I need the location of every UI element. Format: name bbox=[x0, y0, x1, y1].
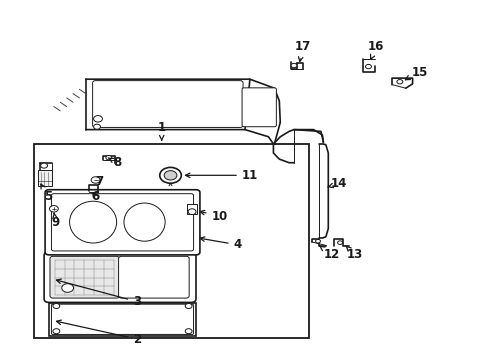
Circle shape bbox=[53, 329, 60, 334]
Text: 8: 8 bbox=[108, 156, 122, 169]
Circle shape bbox=[62, 284, 74, 292]
Text: 6: 6 bbox=[91, 190, 99, 203]
Circle shape bbox=[160, 167, 181, 183]
Circle shape bbox=[49, 206, 58, 212]
Circle shape bbox=[91, 177, 100, 183]
Text: 1: 1 bbox=[158, 121, 166, 140]
Text: 10: 10 bbox=[200, 210, 228, 222]
Text: 9: 9 bbox=[52, 213, 60, 229]
Ellipse shape bbox=[124, 203, 165, 241]
Circle shape bbox=[41, 163, 48, 168]
Text: 4: 4 bbox=[200, 237, 242, 251]
Circle shape bbox=[291, 63, 297, 68]
Circle shape bbox=[106, 156, 112, 160]
FancyBboxPatch shape bbox=[93, 81, 243, 127]
Circle shape bbox=[94, 124, 100, 129]
Bar bbox=[38, 170, 52, 186]
Text: 16: 16 bbox=[368, 40, 385, 59]
Bar bbox=[34, 144, 309, 338]
FancyBboxPatch shape bbox=[51, 304, 194, 334]
Circle shape bbox=[164, 171, 177, 180]
FancyBboxPatch shape bbox=[45, 190, 200, 255]
Text: 7: 7 bbox=[96, 175, 103, 188]
Bar bbox=[187, 204, 197, 214]
Text: 13: 13 bbox=[345, 246, 364, 261]
Circle shape bbox=[338, 241, 343, 244]
Circle shape bbox=[94, 116, 102, 122]
Text: 5: 5 bbox=[41, 184, 52, 203]
Text: 3: 3 bbox=[56, 279, 141, 308]
Circle shape bbox=[188, 209, 196, 215]
Bar bbox=[49, 303, 196, 336]
Text: 15: 15 bbox=[405, 66, 428, 80]
FancyBboxPatch shape bbox=[50, 256, 120, 298]
Text: 2: 2 bbox=[56, 320, 141, 346]
Text: 17: 17 bbox=[294, 40, 311, 62]
Text: 11: 11 bbox=[186, 169, 258, 182]
FancyBboxPatch shape bbox=[44, 252, 196, 302]
Text: 12: 12 bbox=[319, 246, 341, 261]
Circle shape bbox=[53, 303, 60, 309]
FancyBboxPatch shape bbox=[242, 88, 276, 127]
Circle shape bbox=[185, 329, 192, 334]
Circle shape bbox=[316, 239, 320, 243]
Circle shape bbox=[397, 80, 403, 84]
FancyBboxPatch shape bbox=[119, 256, 189, 298]
Circle shape bbox=[366, 64, 371, 69]
Circle shape bbox=[185, 303, 192, 309]
Ellipse shape bbox=[70, 201, 117, 243]
Text: 14: 14 bbox=[328, 177, 347, 190]
